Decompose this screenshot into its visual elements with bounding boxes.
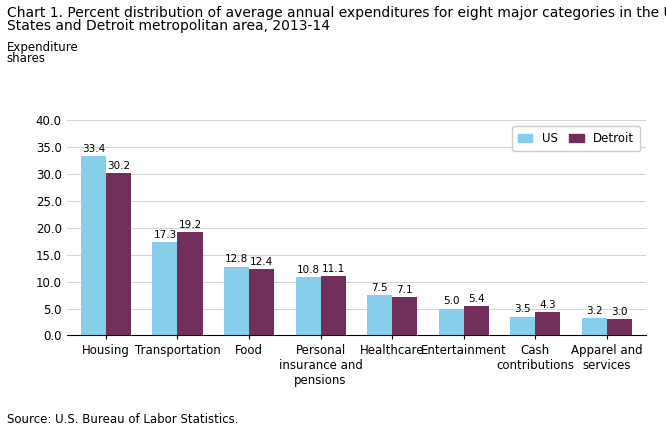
Text: 12.4: 12.4 xyxy=(250,257,273,267)
Text: 5.4: 5.4 xyxy=(468,294,484,304)
Bar xyxy=(535,312,560,335)
Text: Chart 1. Percent distribution of average annual expenditures for eight major cat: Chart 1. Percent distribution of average… xyxy=(7,6,666,21)
Bar xyxy=(607,319,632,335)
Text: 33.4: 33.4 xyxy=(82,144,105,154)
Bar xyxy=(177,232,202,335)
Text: 11.1: 11.1 xyxy=(322,264,345,273)
Text: 30.2: 30.2 xyxy=(107,161,130,171)
Text: 7.1: 7.1 xyxy=(396,285,413,295)
Text: 3.2: 3.2 xyxy=(586,306,603,316)
Bar xyxy=(224,267,249,335)
Text: Source: U.S. Bureau of Labor Statistics.: Source: U.S. Bureau of Labor Statistics. xyxy=(7,413,238,426)
Text: States and Detroit metropolitan area, 2013-14: States and Detroit metropolitan area, 20… xyxy=(7,19,330,34)
Bar xyxy=(439,309,464,335)
Bar xyxy=(464,306,489,335)
Text: 10.8: 10.8 xyxy=(296,265,320,275)
Text: 3.5: 3.5 xyxy=(514,304,531,314)
Bar xyxy=(249,269,274,335)
Legend: US, Detroit: US, Detroit xyxy=(512,126,640,151)
Bar xyxy=(106,173,131,335)
Text: 17.3: 17.3 xyxy=(153,230,176,240)
Bar xyxy=(81,156,106,335)
Text: 4.3: 4.3 xyxy=(539,300,556,310)
Bar xyxy=(367,295,392,335)
Bar xyxy=(392,297,417,335)
Bar xyxy=(510,316,535,335)
Text: 3.0: 3.0 xyxy=(611,307,627,317)
Text: 12.8: 12.8 xyxy=(225,255,248,264)
Text: Expenditure: Expenditure xyxy=(7,41,79,54)
Text: shares: shares xyxy=(7,52,46,65)
Bar xyxy=(320,276,346,335)
Bar xyxy=(296,277,320,335)
Text: 7.5: 7.5 xyxy=(371,283,388,293)
Bar xyxy=(153,243,177,335)
Bar xyxy=(581,318,607,335)
Text: 5.0: 5.0 xyxy=(443,296,460,306)
Text: 19.2: 19.2 xyxy=(178,220,202,230)
